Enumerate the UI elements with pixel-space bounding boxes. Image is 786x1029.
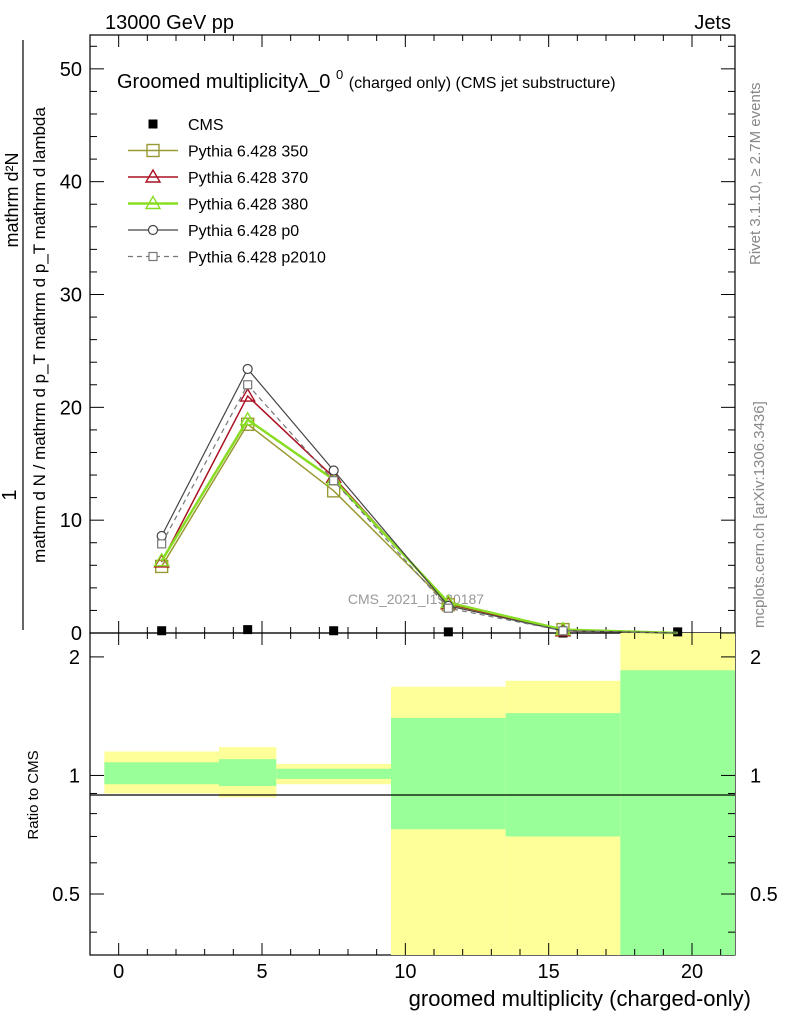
header-energy: 13000 GeV pp [105,12,234,34]
ratio-band-green-1 [219,759,277,787]
data-point [153,552,170,567]
legend-entry-5: Pythia 6.428 p2010 [128,250,326,267]
ratio-tick-label-right: 2 [750,647,761,669]
legend-marker [148,251,158,262]
ratio-tick-label: 2 [69,647,80,669]
legend-marker [147,224,159,236]
y-tick-label-main: 50 [60,59,82,81]
y-tick-label-main: 0 [71,623,82,645]
y-axis-label-ratio: Ratio to CMS [25,750,42,839]
rivet-label: Rivet 3.1.10, ≥ 2.7M events [747,83,764,266]
series-line-3 [160,417,678,635]
legend-label: Pythia 6.428 380 [188,197,308,214]
ratio-tick-label: 0.5 [52,884,80,906]
ratio-tick-label: 1 [69,765,80,787]
ratio-band-green-0 [104,762,219,785]
plot-title-main: Groomed multiplicityλ_0 [117,71,330,93]
legend-entry-0: CMS [148,117,224,134]
ratio-band-green-3 [391,717,506,830]
plot-title-sup: 0 [336,67,343,82]
legend-label: Pythia 6.428 370 [188,170,308,187]
ratio-band-green-4 [505,713,621,837]
legend-entry-2: Pythia 6.428 370 [128,168,308,187]
ratio-bands [104,633,735,955]
plot-title: Groomed multiplicityλ_0 0 (charged only)… [117,62,616,93]
data-point [443,603,453,613]
series-5 [157,380,678,636]
mcplots-label: mcplots.cern.ch [arXiv:1306.3436] [751,401,768,628]
main-plot-frame [89,34,736,634]
tick-labels: 0 5 10 15 20 0 10 20 30 40 50 0.5 0.5 1 1 2 2 [52,59,778,983]
x-tick-label: 20 [681,961,703,983]
data-point [156,530,167,542]
x-tick-label: 15 [538,961,560,983]
series-line-4 [161,367,678,634]
data-point [157,626,167,636]
legend-label: CMS [188,117,224,134]
legend-marker [146,143,160,158]
legend-marker [148,119,158,129]
series-layer [153,363,683,638]
legend-label: Pythia 6.428 350 [188,144,308,161]
legend-marker [144,168,162,183]
legend: CMS Pythia 6.428 350 Pythia 6.428 370 Pythi… [128,117,326,267]
data-point [243,380,253,390]
data-point [329,626,339,636]
data-point [243,625,253,635]
legend-entry-4: Pythia 6.428 p0 [128,223,299,240]
y-tick-label-main: 10 [60,510,82,532]
data-point [239,387,256,402]
legend-label: Pythia 6.428 p2010 [188,250,326,267]
legend-label: Pythia 6.428 p0 [188,223,299,240]
x-tick-label: 5 [256,961,267,983]
data-point [242,363,253,375]
y-tick-label-main: 30 [60,285,82,307]
legend-marker [144,195,162,210]
x-axis-label: groomed multiplicity (charged-only) [409,986,751,1011]
y-label-numerator: mathrm d²N [2,152,22,247]
watermark: CMS_2021_I1920187 [348,591,484,607]
legend-entry-3: Pythia 6.428 380 [128,195,308,214]
legend-entry-1: Pythia 6.428 350 [128,144,308,161]
x-tick-label: 0 [113,961,124,983]
plot-title-sub: (charged only) (CMS jet substructure) [349,75,616,92]
ratio-tick-label-right: 1 [750,765,761,787]
ratio-band-green-2 [276,768,391,779]
y-label-denominator: mathrm d N / mathrm d p_T mathrm d p_T m… [30,107,49,563]
header-jets: Jets [694,12,731,34]
data-point [239,411,256,426]
data-point [329,476,339,486]
data-point [157,539,167,549]
y-label-one: 1 [0,489,21,500]
y-tick-label-main: 40 [60,172,82,194]
data-point [558,626,568,636]
x-tick-label: 10 [394,961,416,983]
y-tick-label-main: 20 [60,397,82,419]
ratio-tick-label-right: 0.5 [750,884,778,906]
data-point [443,627,453,637]
axes-ticks [89,35,735,955]
ratio-band-green-5 [620,670,735,955]
data-point [328,465,339,476]
y-axis-label-main: 1 mathrm d²N mathrm d N / mathrm d p_T m… [0,40,49,630]
